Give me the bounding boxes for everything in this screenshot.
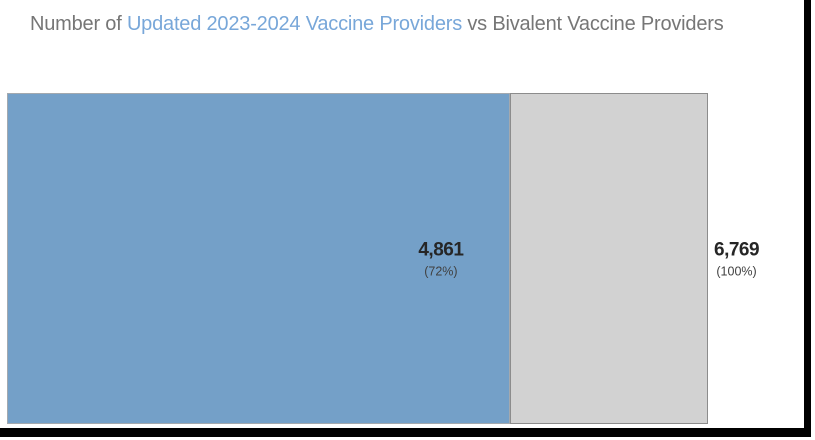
updated-providers-percent: (72%) bbox=[424, 264, 458, 278]
window-frame-right bbox=[804, 0, 811, 437]
total-providers-percent: (100%) bbox=[716, 264, 757, 278]
bar-segment-updated-providers[interactable]: 4,861 (72%) bbox=[7, 93, 511, 424]
total-providers-value: 6,769 bbox=[714, 239, 760, 260]
bar-segment-bivalent-remainder[interactable] bbox=[510, 93, 708, 424]
chart-title: Number of Updated 2023-2024 Vaccine Prov… bbox=[30, 13, 724, 36]
provider-comparison-bar-chart: 4,861 (72%) 6,769 (100%) bbox=[7, 93, 760, 424]
chart-title-prefix: Number of bbox=[30, 13, 127, 35]
chart-title-suffix: vs Bivalent Vaccine Providers bbox=[462, 13, 724, 35]
updated-providers-value: 4,861 bbox=[418, 239, 464, 260]
total-providers-label: 6,769 (100%) bbox=[714, 239, 760, 278]
updated-providers-label: 4,861 (72%) bbox=[418, 239, 464, 278]
window-frame-bottom bbox=[0, 428, 810, 437]
chart-title-highlight: Updated 2023-2024 Vaccine Providers bbox=[126, 13, 463, 35]
